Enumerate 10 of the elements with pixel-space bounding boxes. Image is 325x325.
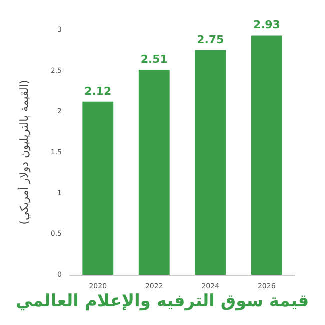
bar — [82, 102, 114, 275]
y-axis-title: (القيمة بالتريليون دولار أمريكي) — [17, 80, 31, 225]
text: قيمة سوق الترفيه والإعلام العالمي — [16, 292, 310, 312]
data-label: 2.12 — [84, 84, 112, 98]
data-label: 2.93 — [253, 18, 280, 32]
bar — [251, 36, 282, 275]
data-label: 2.51 — [140, 53, 168, 66]
bar — [195, 50, 226, 275]
data-label: 2.75 — [197, 33, 224, 46]
bar — [138, 70, 170, 275]
